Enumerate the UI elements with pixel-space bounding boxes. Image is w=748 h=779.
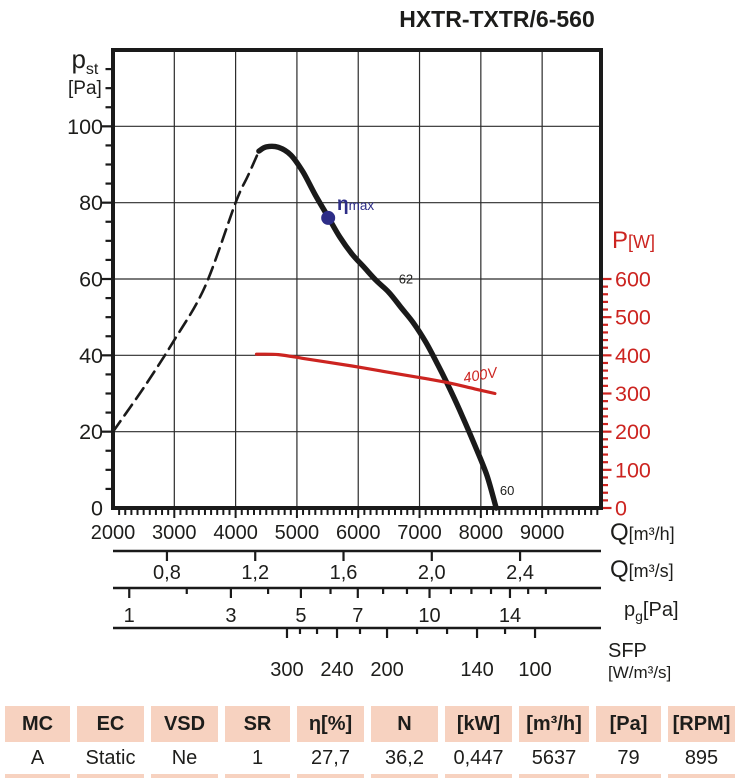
table-header-8: [m³/h] (519, 706, 589, 742)
svg-text:5000: 5000 (275, 522, 320, 544)
svg-text:0: 0 (615, 497, 627, 521)
svg-text:40: 40 (79, 344, 103, 368)
table-header-7: [kW] (445, 706, 512, 742)
svg-text:5: 5 (295, 605, 306, 627)
svg-text:100: 100 (518, 659, 551, 681)
table-header-10: [RPM] (668, 706, 735, 742)
svg-text:9000: 9000 (520, 522, 565, 544)
table-header-2: EC (77, 706, 144, 742)
svg-text:7: 7 (352, 605, 363, 627)
table-value-6: 36,2 (371, 742, 438, 774)
svg-text:2,4: 2,4 (506, 562, 534, 584)
x-axis-unit-m3h: Q[m³/h] (610, 519, 675, 546)
svg-text:600: 600 (615, 268, 651, 292)
svg-text:7000: 7000 (397, 522, 442, 544)
table-header-9: [Pa] (596, 706, 661, 742)
svg-text:240: 240 (320, 659, 353, 681)
table-next-row-strip (297, 774, 364, 778)
svg-text:400: 400 (615, 344, 651, 368)
table-value-3: Ne (151, 742, 218, 774)
table-header-1: MC (5, 706, 70, 742)
table-header-4: SR (225, 706, 290, 742)
fan-curve-unstable-dashed (111, 149, 261, 433)
plot-border (111, 48, 603, 510)
svg-text:3: 3 (225, 605, 236, 627)
svg-text:20: 20 (79, 420, 103, 444)
table-value-9: 79 (596, 742, 661, 774)
svg-text:10: 10 (418, 605, 440, 627)
svg-text:500: 500 (615, 306, 651, 330)
y-left-ticks (102, 67, 111, 491)
table-next-row-strip (596, 774, 661, 778)
svg-text:1: 1 (124, 605, 135, 627)
table-header-5: η[%] (297, 706, 364, 742)
svg-text:300: 300 (615, 382, 651, 406)
table-value-5: 27,7 (297, 742, 364, 774)
eta-max-dot (321, 210, 336, 225)
y-left-tick-labels: 0 20 40 60 80 100 (67, 115, 103, 521)
y-right-ticks (603, 277, 612, 510)
svg-text:3000: 3000 (152, 522, 197, 544)
svg-text:14: 14 (499, 605, 521, 627)
table-next-row-strip (151, 774, 218, 778)
svg-text:1,2: 1,2 (241, 562, 269, 584)
svg-text:300: 300 (270, 659, 303, 681)
svg-text:60: 60 (79, 268, 103, 292)
svg-text:100: 100 (615, 458, 651, 482)
svg-text:2,0: 2,0 (418, 562, 446, 584)
fan-curve (256, 143, 499, 511)
y-axis-left-label: pst [Pa] (68, 44, 102, 99)
subaxis-sfp: 300 240 200 140 100 (113, 626, 601, 681)
svg-text:80: 80 (79, 191, 103, 215)
subaxis-pg-pa: 1 3 5 7 10 14 (113, 586, 601, 627)
table-next-row-strip (225, 774, 290, 778)
svg-text:140: 140 (460, 659, 493, 681)
gridlines (113, 50, 601, 508)
y-axis-right-label: P[W] (612, 227, 656, 254)
table-value-4: 1 (225, 742, 290, 774)
table-header-6: N (371, 706, 438, 742)
subaxis-q-m3s: 0,8 1,2 1,6 2,0 2,4 (113, 549, 601, 584)
svg-text:0: 0 (91, 497, 103, 521)
eta-max-label: ηmax (337, 194, 375, 215)
table-next-row-strip (371, 774, 438, 778)
table-value-8: 5637 (519, 742, 589, 774)
table-next-row-strip (77, 774, 144, 778)
svg-text:4000: 4000 (213, 522, 258, 544)
svg-text:100: 100 (67, 115, 103, 139)
svg-text:6000: 6000 (336, 522, 381, 544)
table-next-row-strip (5, 774, 70, 778)
svg-text:200: 200 (615, 420, 651, 444)
power-curve-400V (254, 352, 497, 396)
table-next-row-strip (445, 774, 512, 778)
x-axis-unit-pg: pg[Pa] (624, 599, 679, 624)
table-header-3: VSD (151, 706, 218, 742)
efficiency-label-62: 62 (399, 272, 413, 287)
table-next-row-strip (668, 774, 735, 778)
table-next-row-strip (519, 774, 589, 778)
voltage-label: 400V (462, 365, 499, 387)
efficiency-label-60: 60 (500, 483, 514, 498)
x-axis-unit-sfp: SFP [W/m³/s] (608, 640, 672, 682)
svg-text:0,8: 0,8 (153, 562, 181, 584)
chart-title: HXTR-TXTR/6-560 (399, 6, 595, 32)
table-value-7: 0,447 (445, 742, 512, 774)
svg-text:200: 200 (370, 659, 403, 681)
svg-text:1,6: 1,6 (330, 562, 358, 584)
svg-text:8000: 8000 (459, 522, 504, 544)
y-right-tick-labels: 0 100 200 300 400 500 600 (615, 268, 651, 521)
table-value-10: 895 (668, 742, 735, 774)
svg-text:2000: 2000 (91, 522, 136, 544)
performance-table: MC EC VSD SR η[%] N [kW] [m³/h] [Pa] [RPM] A Static… (5, 706, 740, 778)
table-value-2: Static (77, 742, 144, 774)
x-axis-unit-m3s: Q[m³/s] (610, 556, 674, 583)
table-value-1: A (5, 742, 70, 774)
x-ticks (118, 510, 599, 518)
x-tick-labels: 2000 3000 4000 5000 6000 7000 8000 9000 (91, 522, 565, 544)
